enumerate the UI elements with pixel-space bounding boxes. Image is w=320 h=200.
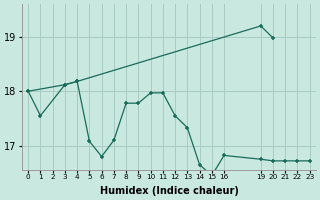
X-axis label: Humidex (Indice chaleur): Humidex (Indice chaleur) [100,186,238,196]
